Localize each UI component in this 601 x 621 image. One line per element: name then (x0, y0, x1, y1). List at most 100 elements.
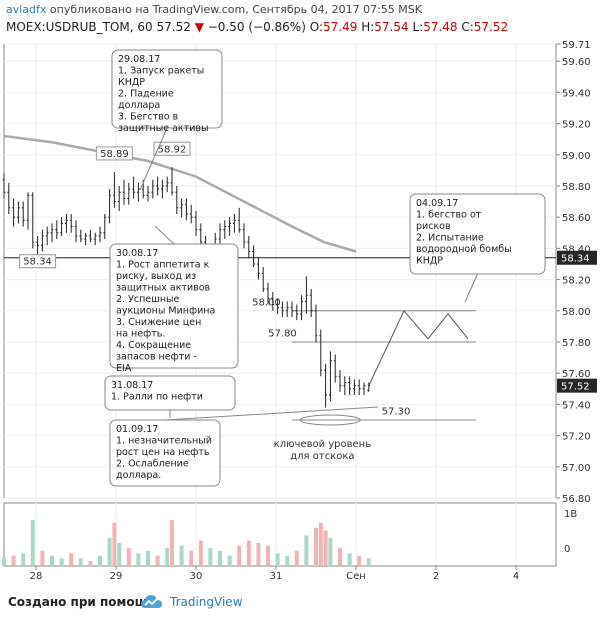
candle (136, 182, 140, 202)
price-chart[interactable]: 59.71 59.60 59.40 59.20 59.00 58.80 58.60 58.40… (0, 0, 601, 586)
annotation-line: водородной бомбы (416, 244, 512, 255)
candle (146, 185, 150, 202)
candle (31, 192, 35, 249)
volume-bar (318, 522, 323, 566)
volume-bar (126, 548, 131, 566)
annotation-line: 1. Рост аппетита к (116, 260, 210, 271)
candle (2, 173, 6, 199)
candle (151, 179, 155, 199)
ohlc-low-label: L: (412, 20, 424, 34)
candle (362, 382, 366, 396)
volume-bar (165, 548, 170, 566)
created-with: Создано при помощи (8, 595, 157, 609)
candle (261, 267, 265, 293)
annotation-box (111, 49, 223, 129)
y-tick-label: 57.40 (562, 400, 591, 411)
y-tick-label: 59.00 (562, 151, 591, 162)
tradingview-link[interactable]: TradingView (170, 595, 243, 609)
candle (45, 226, 49, 246)
candle (112, 171, 116, 208)
candle (343, 376, 347, 396)
candle (122, 179, 126, 205)
y-tick-label: 59.60 (562, 57, 591, 68)
level-label: 57.30 (382, 407, 411, 418)
annotation-line: 2. Испытание (416, 233, 484, 244)
tradingview-cloud-icon (141, 595, 162, 608)
annotation-line: 4. Сокращение (116, 340, 191, 351)
volume-bar (198, 540, 203, 566)
candle (16, 201, 20, 224)
y-tick-label: 57.60 (562, 369, 591, 380)
candle (228, 217, 232, 236)
symbol-line: MOEX:USDRUB_TOM, 60 57.52 ▼ −0.50 (−0.86… (6, 20, 508, 34)
support-note: для отскока (290, 451, 354, 462)
annotation-line: 2. Ослабление (116, 459, 189, 470)
annotation-line: рисков (416, 221, 451, 232)
candle (271, 292, 275, 311)
annotation-line: 29.08.17 (118, 54, 160, 65)
candle (74, 220, 78, 243)
y-tick-label: 57.80 (562, 338, 591, 349)
volume-bar (146, 550, 150, 566)
candle (324, 363, 328, 408)
x-tick-label: Сен (346, 571, 366, 582)
volume-tick-label: 0 (564, 544, 570, 555)
candle (170, 167, 174, 196)
volume-bar (136, 553, 141, 566)
annotation-line: доллара. (116, 470, 161, 481)
candle (7, 182, 11, 215)
candle (132, 176, 136, 199)
candle (256, 257, 260, 280)
ohlc-close: 57.52 (473, 20, 509, 34)
volume-bar (11, 555, 16, 566)
annotation-line: аукционы Минфина (116, 306, 215, 317)
volume-bar (208, 548, 213, 566)
annotation-a3: 31.08.171. Ралли по нефти (104, 375, 236, 418)
candle (108, 189, 112, 224)
candle (165, 176, 169, 193)
price-label-box (19, 254, 57, 269)
candle (64, 214, 68, 233)
candle (194, 210, 198, 236)
annotation-line: 3. Бегство в (118, 112, 179, 123)
volume-bar (294, 550, 299, 566)
down-arrow-icon: ▼ (194, 20, 204, 34)
annotation-box (109, 419, 221, 487)
candle (237, 207, 241, 233)
candle (300, 295, 304, 321)
ohlc-high-label: H: (361, 20, 375, 34)
y-tick-label: 59.40 (562, 88, 591, 99)
volume-bar (98, 555, 102, 566)
price-label: 58.92 (158, 144, 187, 155)
x-tick-label: 28 (30, 571, 43, 582)
volume-bar (117, 543, 122, 566)
volume-bar (50, 555, 54, 566)
candle (160, 179, 164, 199)
volume-bar (285, 555, 290, 566)
annotation-line: 3. Снижение цен (116, 317, 201, 328)
volume-bar (78, 558, 83, 566)
level-label: 58.00 (252, 297, 281, 308)
price-label-box (153, 141, 191, 156)
moving-average-line (3, 134, 357, 253)
candle (285, 301, 289, 318)
volume-pane (3, 502, 557, 567)
annotation-pointer (464, 273, 478, 303)
price-label: 58.89 (100, 149, 129, 160)
volume-bar (88, 560, 93, 566)
candle (103, 214, 107, 240)
annotation-box (109, 243, 239, 369)
x-tick-label: 2 (433, 571, 439, 582)
candle (84, 232, 88, 246)
candle (60, 217, 64, 236)
volume-bar (328, 537, 333, 566)
candle (319, 329, 323, 377)
candle (295, 304, 299, 321)
candle (232, 214, 236, 233)
author-link[interactable]: avladfx (6, 3, 47, 16)
candle (247, 235, 251, 258)
forecast-path (368, 309, 469, 386)
